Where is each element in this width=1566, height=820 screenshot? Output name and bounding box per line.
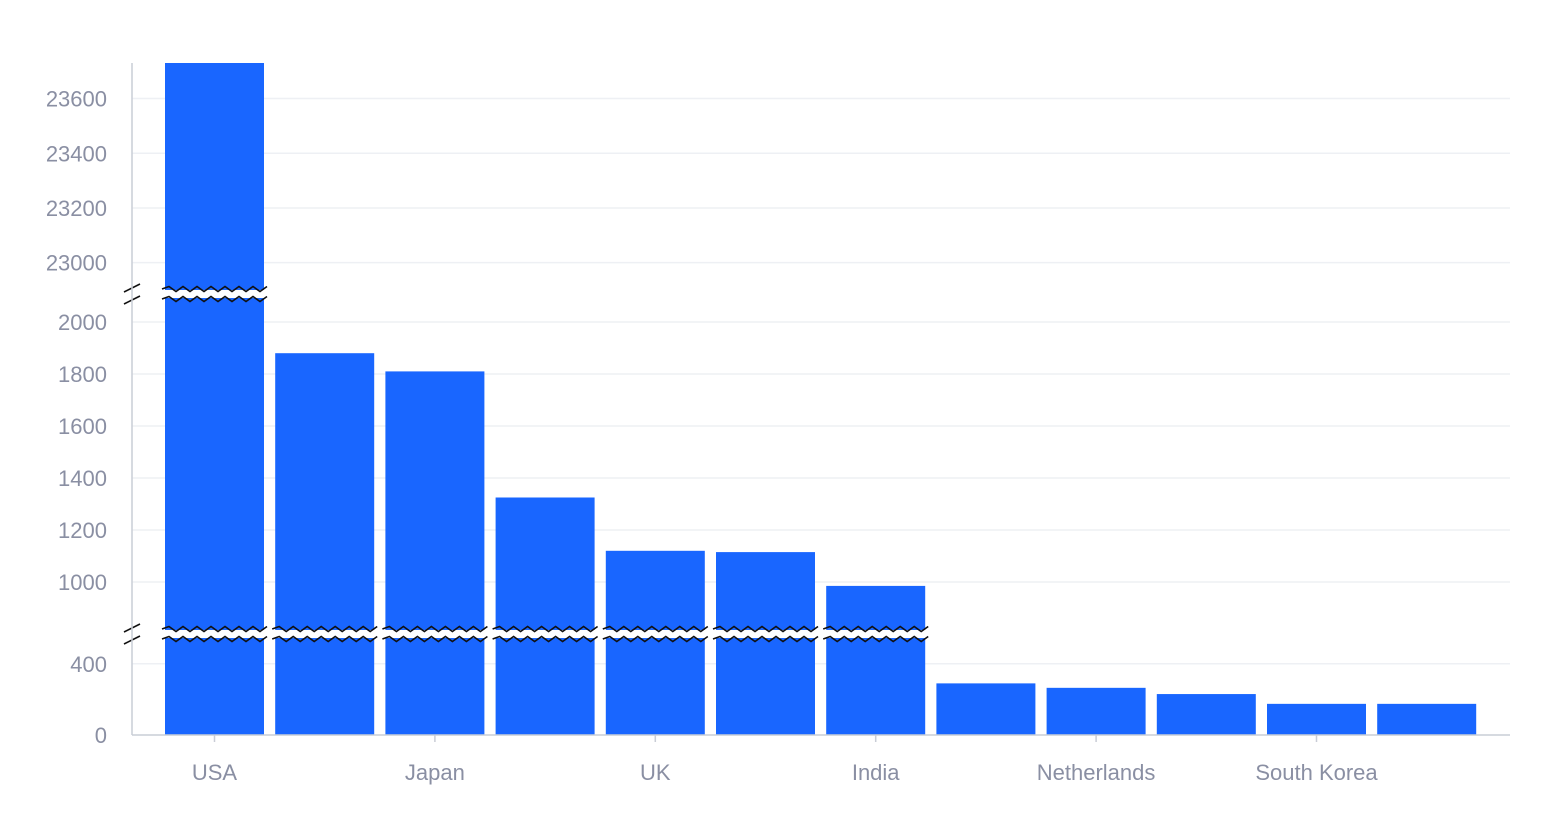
y-tick-label: 1600 bbox=[58, 414, 107, 439]
break-line bbox=[822, 625, 929, 633]
break-gap bbox=[162, 290, 269, 298]
break-line bbox=[712, 635, 819, 643]
break-line bbox=[271, 625, 378, 633]
bar bbox=[275, 353, 375, 735]
bar bbox=[605, 550, 705, 735]
break-gap bbox=[272, 630, 380, 638]
axes bbox=[131, 63, 1510, 742]
y-tick-label: 2000 bbox=[58, 310, 107, 335]
break-line bbox=[602, 635, 709, 643]
y-tick-label: 1400 bbox=[58, 466, 107, 491]
break-line bbox=[602, 625, 709, 633]
break-line bbox=[492, 625, 599, 633]
break-line bbox=[822, 635, 929, 643]
break-gap bbox=[162, 630, 269, 638]
y-tick-label: 23400 bbox=[46, 141, 107, 166]
break-gap bbox=[492, 630, 600, 638]
x-tick-label: USA bbox=[192, 760, 238, 785]
bar bbox=[826, 585, 926, 735]
bar bbox=[716, 552, 815, 735]
y-tick-label: 1800 bbox=[58, 362, 107, 387]
y-tick-label: 0 bbox=[95, 723, 107, 748]
break-line bbox=[271, 635, 378, 643]
break-gap bbox=[823, 630, 931, 638]
bar bbox=[495, 497, 595, 735]
bars bbox=[165, 63, 1477, 735]
bar bbox=[385, 371, 485, 735]
bar bbox=[1046, 687, 1146, 735]
x-tick-label: UK bbox=[640, 760, 671, 785]
break-gap bbox=[713, 630, 820, 638]
break-line bbox=[382, 635, 488, 643]
y-tick-label: 1000 bbox=[58, 570, 107, 595]
bar bbox=[165, 63, 264, 735]
x-tick-labels: USA Japan UK India Netherlands South Korea bbox=[192, 760, 1379, 785]
break-gap bbox=[602, 630, 710, 638]
y-tick-label: 23000 bbox=[46, 251, 107, 276]
break-line bbox=[712, 625, 819, 633]
y-tick-labels: 0 400 1000 1200 1400 1600 1800 2000 23000 23200 23… bbox=[46, 87, 107, 748]
bar bbox=[936, 683, 1036, 735]
break-line bbox=[161, 635, 268, 643]
break-line bbox=[492, 635, 599, 643]
break-line bbox=[161, 285, 268, 293]
bar bbox=[1267, 703, 1366, 735]
y-tick-label: 23600 bbox=[46, 87, 107, 112]
bar bbox=[1377, 703, 1477, 735]
x-tick-label: Netherlands bbox=[1037, 760, 1156, 785]
x-tick-label: India bbox=[852, 760, 900, 785]
y-tick-label: 1200 bbox=[58, 518, 107, 543]
x-tick-label: South Korea bbox=[1255, 760, 1378, 785]
x-tick-label: Japan bbox=[405, 760, 465, 785]
y-tick-label: 23200 bbox=[46, 196, 107, 221]
y-tick-label: 400 bbox=[70, 652, 107, 677]
break-line bbox=[161, 625, 268, 633]
break-line bbox=[161, 295, 268, 303]
axis-breaks bbox=[123, 283, 931, 645]
bar bbox=[1156, 694, 1256, 735]
break-line bbox=[382, 625, 488, 633]
break-gap bbox=[382, 630, 490, 638]
